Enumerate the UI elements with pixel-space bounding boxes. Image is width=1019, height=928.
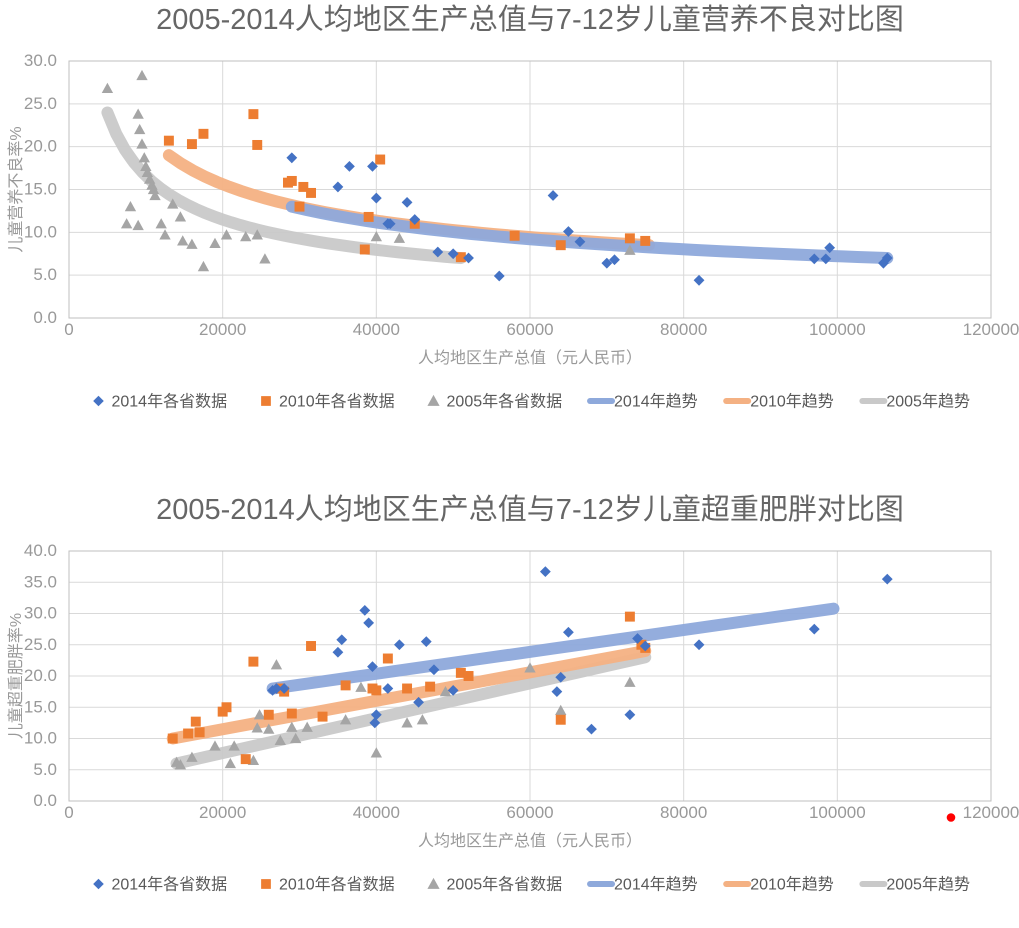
svg-text:儿童超重肥胖率%: 儿童超重肥胖率% <box>6 613 25 739</box>
svg-text:人均地区生产总值（元人民币）: 人均地区生产总值（元人民币） <box>418 832 642 850</box>
svg-text:5.0: 5.0 <box>33 760 57 779</box>
svg-text:40.0: 40.0 <box>24 541 57 560</box>
svg-text:40000: 40000 <box>353 320 400 339</box>
svg-text:2005-2014人均地区生产总值与7-12岁儿童超重肥胖对: 2005-2014人均地区生产总值与7-12岁儿童超重肥胖对比图 <box>156 493 904 526</box>
svg-text:2005年趋势: 2005年趋势 <box>886 393 970 411</box>
svg-text:人均地区生产总值（元人民币）: 人均地区生产总值（元人民币） <box>418 349 642 367</box>
svg-text:20000: 20000 <box>199 320 246 339</box>
svg-text:0: 0 <box>64 803 73 822</box>
svg-text:60000: 60000 <box>506 803 553 822</box>
svg-text:2014年趋势: 2014年趋势 <box>614 876 698 894</box>
svg-text:2005年趋势: 2005年趋势 <box>886 876 970 894</box>
svg-text:25.0: 25.0 <box>24 635 57 654</box>
svg-text:20000: 20000 <box>199 803 246 822</box>
svg-text:40000: 40000 <box>353 803 400 822</box>
svg-text:20.0: 20.0 <box>24 666 57 685</box>
svg-text:15.0: 15.0 <box>24 180 57 199</box>
svg-text:2014年各省数据: 2014年各省数据 <box>111 876 227 894</box>
svg-text:5.0: 5.0 <box>33 265 57 284</box>
svg-text:2010年各省数据: 2010年各省数据 <box>279 876 395 894</box>
svg-text:2014年各省数据: 2014年各省数据 <box>111 393 227 411</box>
svg-text:80000: 80000 <box>660 803 707 822</box>
svg-text:60000: 60000 <box>506 320 553 339</box>
svg-text:2005年各省数据: 2005年各省数据 <box>447 876 563 894</box>
svg-text:35.0: 35.0 <box>24 572 57 591</box>
svg-text:100000: 100000 <box>809 320 866 339</box>
svg-text:2005-2014人均地区生产总值与7-12岁儿童营养不良对: 2005-2014人均地区生产总值与7-12岁儿童营养不良对比图 <box>156 3 904 36</box>
svg-text:30.0: 30.0 <box>24 604 57 623</box>
svg-text:25.0: 25.0 <box>24 94 57 113</box>
svg-text:0.0: 0.0 <box>33 308 57 327</box>
svg-text:100000: 100000 <box>809 803 866 822</box>
svg-text:0.0: 0.0 <box>33 791 57 810</box>
svg-text:120000: 120000 <box>963 320 1019 339</box>
svg-text:0: 0 <box>64 320 73 339</box>
svg-text:2014年趋势: 2014年趋势 <box>614 393 698 411</box>
svg-text:80000: 80000 <box>660 320 707 339</box>
svg-text:15.0: 15.0 <box>24 697 57 716</box>
svg-text:2010年趋势: 2010年趋势 <box>750 876 834 894</box>
svg-text:20.0: 20.0 <box>24 137 57 156</box>
svg-text:2010年各省数据: 2010年各省数据 <box>279 393 395 411</box>
svg-text:120000: 120000 <box>963 803 1019 822</box>
svg-text:30.0: 30.0 <box>24 51 57 70</box>
svg-text:10.0: 10.0 <box>24 222 57 241</box>
svg-text:2010年趋势: 2010年趋势 <box>750 393 834 411</box>
svg-text:2005年各省数据: 2005年各省数据 <box>447 393 563 411</box>
svg-text:儿童营养不良率%: 儿童营养不良率% <box>6 126 25 252</box>
svg-text:10.0: 10.0 <box>24 729 57 748</box>
